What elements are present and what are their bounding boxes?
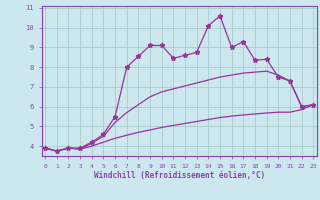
X-axis label: Windchill (Refroidissement éolien,°C): Windchill (Refroidissement éolien,°C)	[94, 171, 265, 180]
